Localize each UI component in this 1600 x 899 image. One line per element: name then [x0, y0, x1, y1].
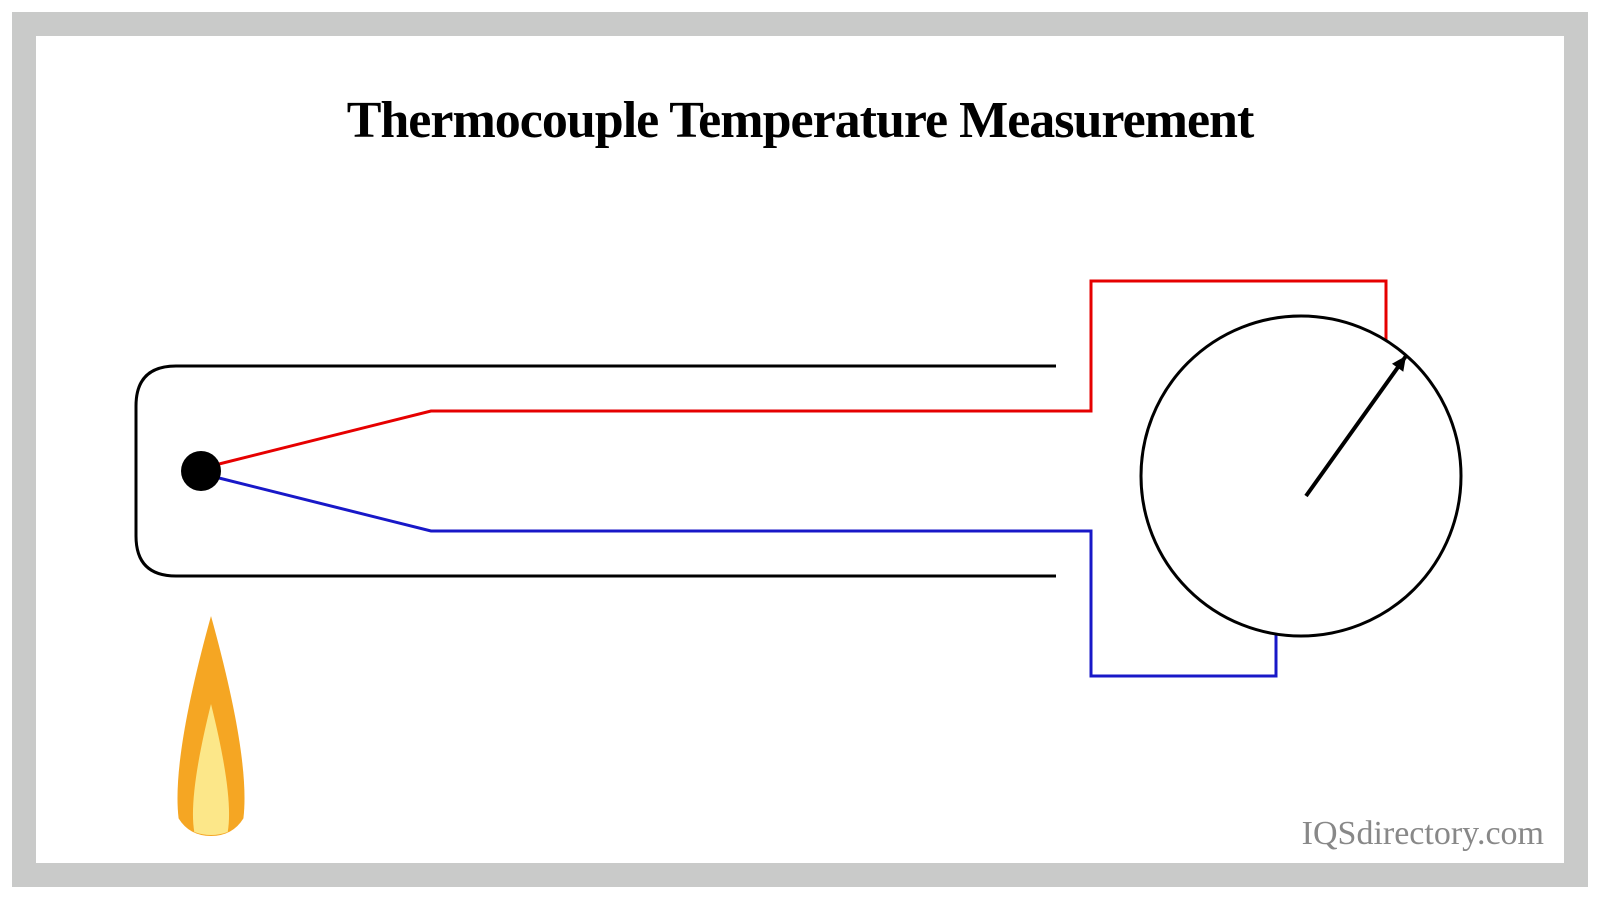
hot-junction: [181, 451, 221, 491]
thermocouple-schematic: [36, 36, 1564, 863]
diagram-canvas: Thermocouple Temperature Measurement IQS…: [36, 36, 1564, 863]
gauge-dial: [1141, 316, 1461, 636]
attribution-text: IQSdirectory.com: [1302, 815, 1544, 853]
outer-border: Thermocouple Temperature Measurement IQS…: [12, 12, 1588, 887]
probe-sheath: [136, 366, 1056, 576]
